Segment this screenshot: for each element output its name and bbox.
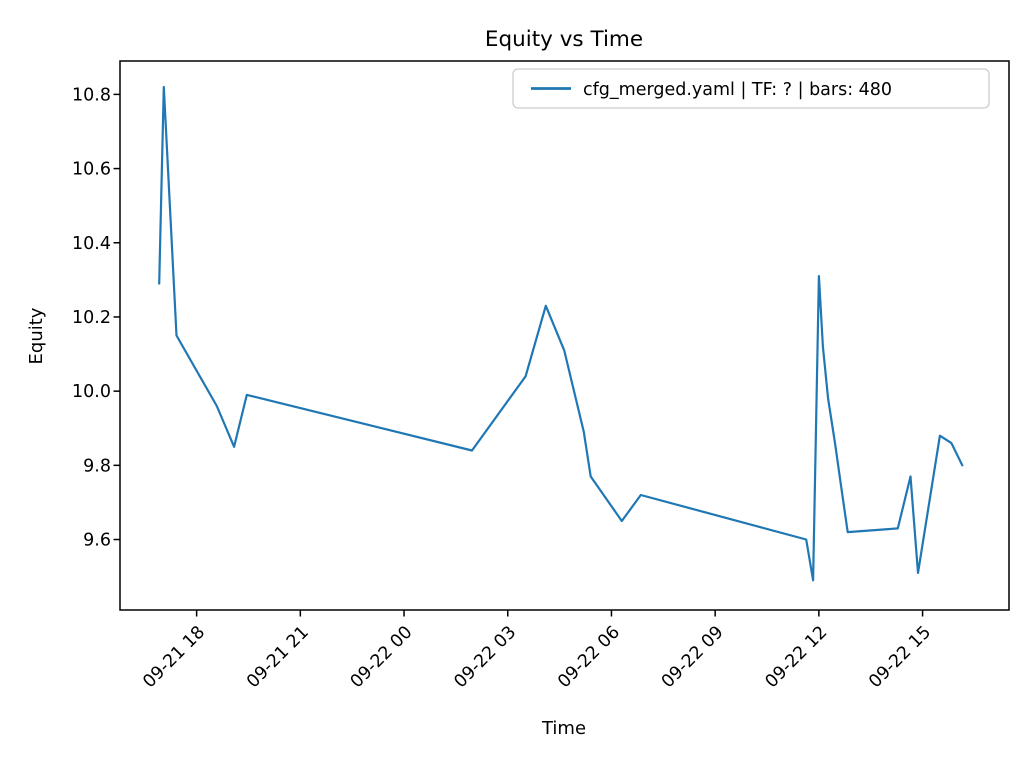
y-tick-label: 10.6 [72, 160, 111, 180]
legend-box [512, 68, 990, 109]
y-tick-label: 9.8 [83, 456, 111, 476]
legend: cfg_merged.yaml | TF: ? | bars: 480 [512, 68, 990, 109]
chart-title: Equity vs Time [485, 27, 643, 52]
y-tick-label: 10.0 [72, 382, 111, 402]
legend-label: cfg_merged.yaml | TF: ? | bars: 480 [583, 80, 892, 100]
y-axis-ticks: 9.6 9.8 10.0 10.2 10.4 10.6 10.8 [72, 85, 120, 551]
y-tick-label: 10.4 [72, 234, 111, 254]
y-axis-label: Equity [26, 307, 47, 364]
y-tick-label: 9.6 [83, 531, 111, 551]
y-tick-label: 10.2 [72, 308, 111, 328]
y-tick-label: 10.8 [72, 85, 111, 105]
plot-border [119, 60, 1010, 611]
x-axis-label: Time [541, 718, 586, 739]
equity-series-line [158, 85, 964, 582]
